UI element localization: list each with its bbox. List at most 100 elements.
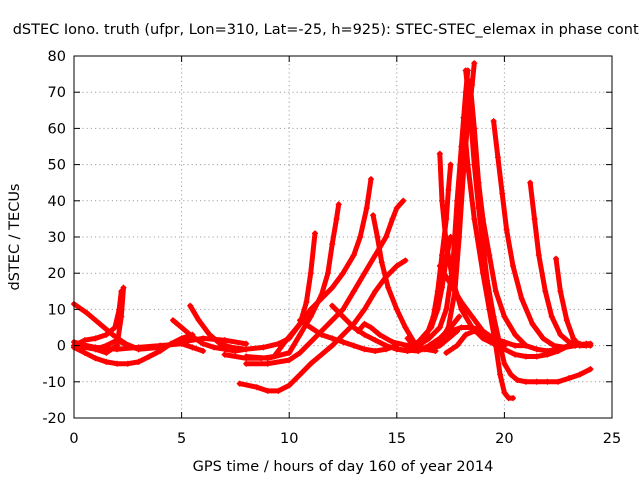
series-arc-25	[527, 179, 594, 349]
data-point-plus	[228, 344, 235, 351]
data-point-plus	[367, 176, 374, 183]
series-line	[71, 335, 249, 352]
data-point-plus	[522, 378, 529, 385]
data-point-plus	[361, 306, 368, 313]
series-arc-09	[236, 257, 409, 394]
data-point-plus	[376, 331, 383, 338]
data-point-plus	[462, 67, 469, 74]
data-point-plus	[436, 324, 443, 331]
data-point-plus	[221, 351, 228, 358]
data-point-plus	[471, 215, 478, 222]
data-point-plus	[236, 380, 243, 387]
data-point-plus	[533, 378, 540, 385]
data-point-plus	[426, 342, 433, 349]
data-point-plus	[200, 348, 207, 355]
y-tick-label: 60	[48, 121, 66, 137]
data-point-plus	[512, 342, 519, 349]
data-point-plus	[286, 349, 293, 356]
grid-lines	[74, 56, 612, 418]
series-line	[237, 258, 408, 394]
x-axis-label: GPS time / hours of day 160 of year 2014	[193, 459, 494, 475]
data-point-plus	[296, 371, 303, 378]
data-point-plus	[555, 348, 562, 355]
chart-title: dSTEC Iono. truth (ufpr, Lon=310, Lat=-2…	[13, 22, 640, 38]
data-point-plus	[471, 60, 478, 67]
data-point-plus	[583, 342, 590, 349]
data-point-plus	[350, 288, 357, 295]
data-point-plus	[445, 335, 452, 342]
data-point-plus	[383, 234, 390, 240]
data-point-plus	[114, 360, 121, 367]
data-point-plus	[103, 342, 110, 349]
data-point-plus	[460, 168, 467, 175]
data-point-plus	[312, 230, 319, 237]
data-point-plus	[350, 324, 357, 331]
data-point-plus	[553, 255, 560, 262]
data-point-plus	[372, 288, 379, 295]
data-point-plus	[243, 360, 250, 367]
data-point-plus	[436, 262, 443, 269]
data-point-plus	[443, 306, 450, 313]
data-point-plus	[81, 342, 88, 349]
data-point-plus	[200, 335, 207, 342]
data-point-plus	[393, 262, 400, 269]
data-point-plus	[189, 344, 196, 351]
axis-ticks: 0 5 10 15 20 25 -20 -10 0 10 20 30 40 50 60 70 80	[42, 49, 621, 447]
y-tick-label: 20	[48, 266, 66, 282]
plot-frame	[73, 55, 613, 419]
data-point-plus	[210, 344, 217, 351]
y-axis-label: dSTEC / TECUs	[7, 184, 23, 291]
data-point-plus	[533, 346, 540, 353]
data-point-plus	[329, 335, 336, 342]
data-point-plus	[111, 324, 118, 331]
data-point-plus	[275, 387, 282, 394]
data-point-plus	[350, 252, 357, 259]
data-point-plus	[501, 342, 508, 349]
data-point-plus	[103, 349, 110, 356]
data-point-plus	[445, 277, 452, 284]
data-point-plus	[378, 259, 385, 266]
series-arc-15	[296, 317, 400, 355]
data-point-plus	[533, 353, 540, 360]
x-tick-label: 10	[280, 431, 298, 447]
data-point-plus	[296, 317, 303, 324]
data-point-plus	[335, 201, 342, 208]
data-point-plus	[307, 313, 314, 320]
data-point-plus	[479, 215, 486, 222]
data-point-plus	[81, 337, 88, 344]
data-point-plus	[475, 179, 482, 186]
data-point-plus	[550, 342, 557, 349]
data-point-plus	[557, 331, 564, 338]
series-line	[297, 317, 400, 354]
data-point-plus	[479, 331, 486, 338]
data-point-plus	[271, 353, 278, 360]
data-point-plus	[374, 234, 381, 240]
data-point-plus	[372, 252, 379, 259]
x-tick-label: 15	[388, 431, 406, 447]
data-point-plus	[438, 252, 445, 259]
data-point-plus	[92, 335, 99, 342]
y-tick-label: -10	[42, 375, 66, 391]
data-point-plus	[329, 317, 336, 324]
x-tick-label: 20	[495, 431, 513, 447]
y-tick-label: 70	[48, 85, 66, 101]
data-point-plus	[329, 241, 336, 248]
data-point-plus	[81, 349, 88, 356]
data-point-plus	[535, 252, 542, 259]
data-point-plus	[253, 384, 260, 391]
series-arc-12	[243, 197, 407, 367]
data-point-plus	[443, 349, 450, 356]
data-point-plus	[370, 212, 377, 219]
data-point-plus	[363, 205, 370, 212]
data-point-plus	[120, 284, 127, 291]
data-point-plus	[471, 125, 478, 132]
data-point-plus	[187, 302, 194, 309]
data-point-plus	[264, 387, 271, 394]
data-point-plus	[243, 346, 250, 353]
data-point-plus	[329, 342, 336, 349]
data-point-plus	[114, 337, 121, 344]
data-point-plus	[318, 295, 325, 302]
data-point-plus	[529, 320, 536, 327]
data-point-plus	[340, 313, 346, 320]
